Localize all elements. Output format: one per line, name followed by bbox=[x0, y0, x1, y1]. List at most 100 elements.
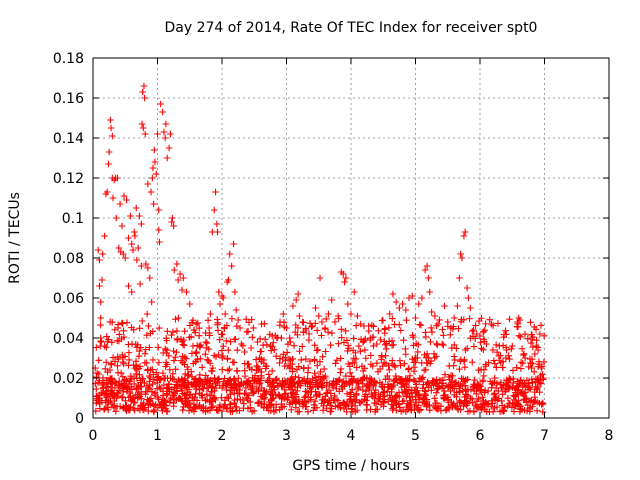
data-point-dense bbox=[111, 358, 119, 365]
data-point-dense bbox=[464, 408, 472, 415]
data-point-mid bbox=[172, 315, 179, 323]
data-point-dense bbox=[133, 375, 141, 382]
data-point-dense bbox=[290, 390, 297, 398]
data-point-dense bbox=[402, 350, 410, 358]
data-point-dense bbox=[449, 402, 456, 410]
data-point-dense bbox=[313, 392, 320, 400]
data-point-dense bbox=[92, 407, 100, 415]
data-point-dense bbox=[302, 392, 309, 400]
data-point bbox=[434, 320, 442, 328]
data-point-dense bbox=[274, 383, 282, 390]
data-point-mid bbox=[141, 350, 149, 358]
data-point-dense bbox=[512, 392, 520, 400]
data-point-mid bbox=[272, 352, 280, 360]
data-point-mid bbox=[115, 331, 123, 338]
data-point-dense bbox=[491, 360, 499, 367]
data-point-dense bbox=[166, 366, 174, 374]
data-point-dense bbox=[357, 376, 365, 384]
data-point-dense bbox=[170, 402, 177, 410]
data-point-dense bbox=[393, 392, 401, 399]
data-point-dense bbox=[241, 372, 249, 380]
data-point-dense bbox=[322, 393, 329, 400]
data-point-dense bbox=[311, 369, 318, 377]
data-point bbox=[347, 310, 355, 318]
data-point-dense bbox=[254, 366, 262, 374]
data-point-dense bbox=[180, 403, 187, 411]
grid-lines bbox=[93, 58, 609, 418]
data-point-dense bbox=[500, 382, 508, 389]
data-point-dense bbox=[253, 376, 261, 384]
data-point-dense bbox=[461, 363, 469, 371]
data-point-dense bbox=[229, 408, 236, 415]
data-point-mid bbox=[514, 323, 522, 331]
data-point bbox=[456, 274, 463, 282]
x-axis-label: GPS time / hours bbox=[292, 458, 409, 474]
data-point bbox=[444, 318, 452, 326]
data-point-dense bbox=[415, 392, 423, 399]
data-point-dense bbox=[481, 401, 488, 409]
data-point-mid bbox=[428, 328, 436, 336]
data-point-mid bbox=[322, 315, 330, 323]
data-point-dense bbox=[120, 360, 127, 368]
data-point-mid bbox=[367, 352, 375, 359]
data-point bbox=[318, 318, 326, 326]
data-point bbox=[173, 260, 181, 268]
data-point-mid bbox=[414, 348, 422, 356]
data-point-mid bbox=[271, 346, 278, 354]
data-point-mid bbox=[108, 318, 116, 326]
data-point-mid bbox=[114, 321, 122, 328]
data-point-dense bbox=[321, 398, 329, 405]
data-point-dense bbox=[131, 399, 139, 407]
data-point-mid bbox=[258, 320, 265, 328]
data-point-dense bbox=[177, 395, 185, 403]
data-point bbox=[212, 188, 219, 196]
data-point-dense bbox=[181, 382, 189, 390]
data-point bbox=[98, 338, 105, 346]
data-point-dense bbox=[483, 408, 491, 415]
data-point-dense bbox=[414, 387, 421, 395]
data-point bbox=[286, 334, 294, 342]
data-point-dense bbox=[267, 390, 274, 398]
data-point-dense bbox=[189, 360, 197, 367]
data-point-dense bbox=[463, 402, 470, 409]
data-point-dense bbox=[256, 379, 264, 387]
data-point-dense bbox=[95, 356, 103, 364]
data-point bbox=[128, 288, 135, 296]
data-point-dense bbox=[164, 384, 171, 391]
data-point-dense bbox=[223, 386, 230, 394]
data-point bbox=[161, 134, 169, 142]
data-point-dense bbox=[179, 341, 187, 348]
data-point-dense bbox=[415, 402, 422, 409]
data-point bbox=[142, 260, 150, 268]
data-point-dense bbox=[479, 394, 486, 401]
data-point bbox=[160, 128, 168, 136]
data-point-dense bbox=[521, 395, 528, 403]
data-point-mid bbox=[318, 332, 325, 339]
data-point-mid bbox=[132, 341, 140, 348]
data-point-mid bbox=[506, 315, 513, 323]
data-point-dense bbox=[513, 364, 521, 371]
data-point-mid bbox=[118, 335, 125, 343]
data-point-dense bbox=[102, 359, 110, 366]
y-tick-label: 0.16 bbox=[53, 91, 84, 107]
data-point-dense bbox=[206, 407, 214, 414]
data-point bbox=[276, 318, 284, 326]
y-tick-label: 0.02 bbox=[53, 371, 84, 387]
data-point-dense bbox=[260, 404, 268, 411]
data-point-dense bbox=[384, 381, 392, 388]
data-point bbox=[141, 130, 149, 138]
data-point bbox=[152, 170, 160, 178]
data-point-dense bbox=[93, 373, 100, 381]
data-point-dense bbox=[349, 400, 356, 408]
data-point-mid bbox=[133, 343, 141, 351]
data-point-dense bbox=[368, 390, 375, 398]
data-point bbox=[316, 274, 324, 282]
data-point-dense bbox=[317, 368, 324, 376]
data-point-dense bbox=[519, 359, 527, 367]
y-tick-label: 0.06 bbox=[53, 291, 84, 307]
data-point-dense bbox=[347, 389, 355, 396]
data-point-mid bbox=[170, 347, 177, 355]
data-point-dense bbox=[199, 385, 206, 392]
data-point bbox=[267, 342, 274, 350]
